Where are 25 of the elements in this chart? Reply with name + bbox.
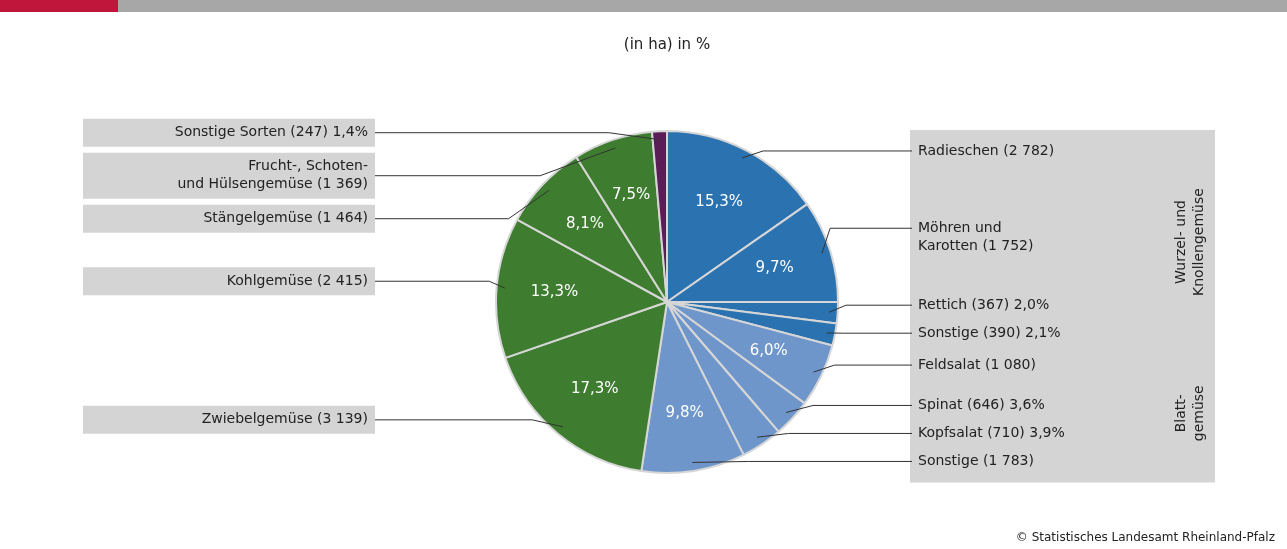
data-label: 9,8% — [665, 403, 704, 422]
data-label: 17,3% — [570, 378, 619, 397]
slice-label: Zwiebelgemüse (3 139) — [201, 410, 368, 427]
slice-label: Rettich (367) 2,0% — [918, 295, 1050, 312]
text: © Statistisches Landesamt Rheinland-Pfalz — [1015, 530, 1275, 545]
slice-label: Kopfsalat (710) 3,9% — [918, 424, 1065, 441]
slice-label: Sonstige (1 783) — [918, 452, 1034, 469]
slice-label: Stängelgemüse (1 464) — [203, 209, 368, 226]
data-label: 13,3% — [530, 282, 579, 301]
slice-label: Radieschen (2 782) — [918, 141, 1055, 158]
slice-label: Spinat (646) 3,6% — [918, 396, 1045, 413]
data-label: 6,0% — [749, 340, 788, 359]
slice-label: Sonstige Sorten (247) 1,4% — [174, 123, 368, 140]
slice-label: Kohlgemüse (2 415) — [226, 271, 368, 288]
slice-label: Feldsalat (1 080) — [918, 355, 1036, 372]
data-label: 15,3% — [695, 191, 744, 210]
chart-title: (in ha) in % — [623, 34, 711, 53]
slice-label: Sonstige (390) 2,1% — [918, 323, 1061, 340]
data-label: 8,1% — [565, 214, 605, 233]
slice-label: Frucht-, Schoten- und Hülsengemüse (1 369) — [177, 157, 368, 192]
text: Wurzel- und Knollengemüse — [1171, 188, 1206, 296]
slice-label: Möhren und Karotten (1 752) — [918, 218, 1034, 253]
data-label: 9,7% — [755, 258, 794, 277]
data-label: 7,5% — [612, 184, 651, 203]
text: Blatt- gemüse — [1171, 385, 1206, 442]
